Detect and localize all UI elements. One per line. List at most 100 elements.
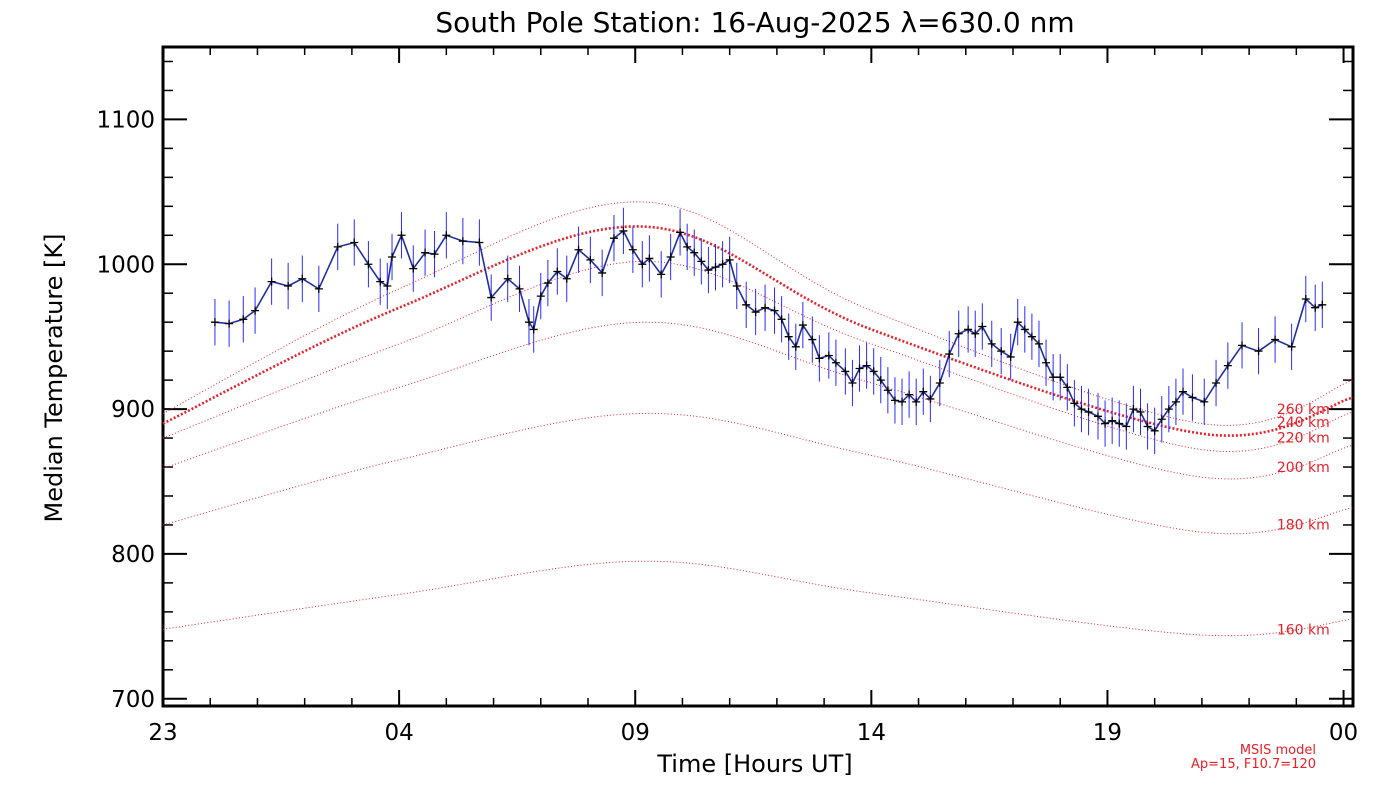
data-point xyxy=(964,325,973,334)
data-point xyxy=(905,390,914,399)
data-point xyxy=(1318,300,1327,309)
x-tick-label: 00 xyxy=(1329,720,1358,746)
data-point xyxy=(1136,407,1145,416)
model-curve-label: 240 km xyxy=(1277,415,1330,431)
y-tick-label: 800 xyxy=(111,542,155,568)
data-point xyxy=(815,354,824,363)
data-point xyxy=(1200,397,1209,406)
x-axis: 23 04 09 14 19 00 xyxy=(148,47,1358,746)
data-point xyxy=(798,321,807,330)
data-point xyxy=(1287,342,1296,351)
data-point xyxy=(824,351,833,360)
data-point xyxy=(1063,383,1072,392)
data-point xyxy=(298,274,307,283)
chart-title: South Pole Station: 16-Aug-2025 λ=630.0 … xyxy=(435,6,1074,39)
data-point xyxy=(458,237,467,246)
data-point xyxy=(770,306,779,315)
data-point xyxy=(954,329,963,338)
data-point xyxy=(848,379,857,388)
data-point xyxy=(1027,332,1036,341)
data-point xyxy=(524,318,533,327)
data-point xyxy=(1049,373,1058,382)
series-line xyxy=(214,230,1323,432)
data-point xyxy=(1108,416,1117,425)
data-point xyxy=(1311,303,1320,312)
data-point xyxy=(690,248,699,257)
data-point xyxy=(475,238,484,247)
data-point xyxy=(619,226,628,235)
data-point xyxy=(697,257,706,266)
data-point xyxy=(609,234,618,243)
data-point xyxy=(1034,339,1043,348)
data-point xyxy=(666,253,675,262)
data-point xyxy=(784,332,793,341)
data-point xyxy=(742,300,751,309)
data-point xyxy=(251,306,260,315)
data-point xyxy=(978,322,987,331)
data-point xyxy=(711,263,720,272)
data-point xyxy=(926,394,935,403)
data-point xyxy=(388,253,397,262)
data-point xyxy=(898,397,907,406)
data-point xyxy=(1115,419,1124,428)
data-point xyxy=(808,335,817,344)
data-point xyxy=(1143,422,1152,431)
data-point xyxy=(704,266,713,275)
model-curve-220km xyxy=(162,260,1354,452)
x-tick-label: 14 xyxy=(857,720,886,746)
model-curve-label: 260 km xyxy=(1277,402,1330,418)
data-point xyxy=(725,255,734,264)
data-point xyxy=(333,242,342,251)
data-point xyxy=(676,228,685,237)
data-point xyxy=(1077,405,1086,414)
data-point xyxy=(409,264,418,273)
data-point xyxy=(1188,393,1197,402)
data-point xyxy=(210,318,219,327)
data-point xyxy=(761,303,770,312)
model-note-parameters: Ap=15, F10.7=120 xyxy=(1191,757,1316,772)
data-point xyxy=(890,396,899,405)
data-point xyxy=(574,245,583,254)
data-point xyxy=(971,329,980,338)
data-point xyxy=(267,277,276,286)
model-curve-160km xyxy=(162,560,1354,637)
data-point xyxy=(529,325,538,334)
x-tick-label: 23 xyxy=(148,720,177,746)
data-point xyxy=(883,386,892,395)
data-point xyxy=(751,308,760,317)
data-point xyxy=(919,387,928,396)
data-point xyxy=(1179,387,1187,396)
data-point xyxy=(718,260,727,269)
model-curve-180km xyxy=(162,412,1354,535)
x-tick-label: 19 xyxy=(1093,720,1122,746)
data-point xyxy=(515,284,524,293)
y-axis-label: Median Temperature [K] xyxy=(40,233,68,522)
data-point xyxy=(945,350,954,359)
data-point xyxy=(314,284,323,293)
data-point xyxy=(1157,415,1166,424)
model-curve-240km xyxy=(162,225,1354,437)
data-point xyxy=(553,267,562,276)
data-point xyxy=(284,281,293,290)
data-point xyxy=(862,361,871,370)
data-point xyxy=(1013,318,1022,327)
data-point xyxy=(1056,373,1065,382)
data-point xyxy=(645,254,654,263)
plot-frame xyxy=(161,45,1355,708)
model-curve-200km xyxy=(162,321,1354,480)
data-point xyxy=(876,376,885,385)
y-tick-label: 700 xyxy=(111,687,155,713)
x-axis-label: Time [Hours UT] xyxy=(656,750,852,778)
data-point xyxy=(638,260,647,269)
data-point xyxy=(598,268,607,277)
y-tick-label: 1000 xyxy=(96,252,155,278)
measured-temperature-series xyxy=(210,0,1327,454)
data-point xyxy=(791,342,800,351)
data-point xyxy=(855,364,864,373)
data-point xyxy=(869,367,878,376)
data-point xyxy=(376,277,385,286)
data-point xyxy=(562,274,571,283)
model-curve-label: 180 km xyxy=(1277,518,1330,534)
data-point xyxy=(543,279,552,288)
